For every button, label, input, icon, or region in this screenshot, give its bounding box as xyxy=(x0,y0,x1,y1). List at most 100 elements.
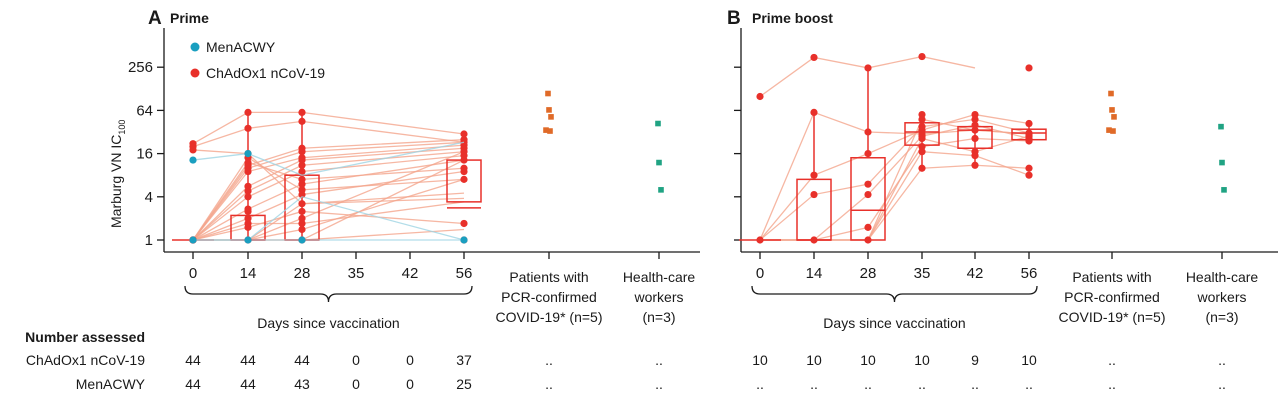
panel-a-number-assessed-cell: 25 xyxy=(456,376,472,392)
panel-b-number-assessed-cell: .. xyxy=(918,376,926,392)
panel-b-number-assessed-cell: 10 xyxy=(806,352,822,368)
panel-a-x-category-label: 28 xyxy=(294,265,311,282)
panel-a-chadox-point xyxy=(298,207,306,216)
panel-a-chadox-trajectory xyxy=(192,159,465,241)
panel-a-hcw-point xyxy=(655,120,661,127)
panel-b-covid-patient-point xyxy=(1109,107,1115,113)
panel-a-chadox-point xyxy=(244,193,252,201)
panel-a-number-assessed-cell: 0 xyxy=(352,376,360,392)
panel-a-x-category-label: 56 xyxy=(456,265,473,282)
legend-menacwy-marker xyxy=(190,42,200,52)
panel-a-x-category-label: workers xyxy=(633,289,683,305)
panel-b-x-category-label: 14 xyxy=(806,265,823,282)
panel-b-covid-patient-point xyxy=(1106,127,1112,133)
panel-a-x-category-label: (n=3) xyxy=(642,309,675,325)
y-axis-label-main: Marburg VN IC xyxy=(108,135,124,228)
panel-b-chadox-point xyxy=(810,171,818,179)
panel-a-chadox-point xyxy=(298,214,306,222)
panel-a-chadox-point xyxy=(460,130,468,138)
panel-b-x-category-label: Patients with xyxy=(1072,269,1151,285)
panel-b-number-assessed-cell: 10 xyxy=(1021,352,1037,368)
panel-b-chadox-trajectory xyxy=(760,164,1030,241)
panel-b-covid-patient-point xyxy=(1108,90,1114,97)
panel-a-chadox-trajectory xyxy=(192,210,465,241)
panel-a-chadox-point xyxy=(244,182,252,190)
panel-a-number-assessed-cell: 43 xyxy=(294,376,310,392)
panel-a-menacwy-point xyxy=(244,150,252,158)
panel-a-y-tick-label: 16 xyxy=(136,146,153,163)
y-axis-label: Marburg VN IC100 xyxy=(108,120,127,228)
panel-a-chadox-point xyxy=(244,124,252,132)
panel-b-title: Prime boost xyxy=(752,10,833,26)
panel-a-number-assessed-cell: 37 xyxy=(456,352,472,368)
panel-a-y-tick-label: 1 xyxy=(145,232,153,249)
panel-b-number-assessed-cell: .. xyxy=(756,376,764,392)
panel-a-number-assessed-cell: 44 xyxy=(240,376,256,392)
panel-b-x-category-label: 28 xyxy=(860,265,877,282)
panel-b-number-assessed-cell: .. xyxy=(810,376,818,392)
panel-b-x-category-label: 42 xyxy=(967,265,984,282)
panel-a-chadox-trajectory xyxy=(192,201,465,241)
panel-a-chadox-point xyxy=(460,175,468,183)
panel-a-number-assessed-cell: .. xyxy=(545,352,553,368)
panel-b-chadox-point xyxy=(971,161,979,169)
panel-b-chadox-trajectory xyxy=(759,118,1030,241)
panel-b-number-assessed-cell: .. xyxy=(1218,352,1226,368)
panel-b-covid-patient-point xyxy=(1111,114,1117,120)
panel-a-menacwy-point xyxy=(189,156,197,164)
panel-b-number-assessed-cell: .. xyxy=(1108,352,1116,368)
panel-b-chadox-point xyxy=(971,148,979,156)
panel-a-menacwy-trajectory xyxy=(193,196,465,241)
panel-a-chadox-trajectory xyxy=(192,154,465,241)
panel-b-number-assessed-cell: .. xyxy=(1025,376,1033,392)
panel-b-hcw-point xyxy=(1218,123,1224,130)
panel-b-number-assessed-cell: 10 xyxy=(860,352,876,368)
panel-a-days-brace xyxy=(184,285,473,303)
panel-a-chadox-point xyxy=(460,219,468,228)
panel-b-chadox-point xyxy=(971,121,979,129)
panel-a-number-assessed-cell: 44 xyxy=(294,352,310,368)
panel-b-chadox-point xyxy=(756,236,764,244)
panel-b-x-category-label: Health-care xyxy=(1186,269,1259,285)
panel-b-chadox-point xyxy=(918,164,926,172)
panel-a-menacwy-point xyxy=(460,236,468,244)
panel-a-x-category-label: 0 xyxy=(189,265,197,282)
panel-b-number-assessed-cell: .. xyxy=(1218,376,1226,392)
panel-a-x-category-label: 14 xyxy=(240,265,257,282)
panel-a-covid-patient-point xyxy=(543,127,549,133)
panel-a-chadox-point xyxy=(244,214,252,222)
legend-menacwy-label: MenACWY xyxy=(206,39,276,55)
panel-a-chadox-point xyxy=(298,108,306,117)
panel-a-chadox-point xyxy=(244,108,252,117)
panel-a-x-category-label: Patients with xyxy=(509,269,588,285)
panel-a-hcw-point xyxy=(656,159,662,166)
panel-a-covid-patient-point xyxy=(548,114,554,120)
panel-a-number-assessed-cell: .. xyxy=(545,376,553,392)
panel-a-chadox-point xyxy=(298,161,306,169)
panel-b-chadox-point xyxy=(864,236,872,244)
panel-a-chadox-point xyxy=(460,136,468,144)
panel-a-chadox-point xyxy=(298,175,306,183)
panel-a-number-assessed-cell: 44 xyxy=(185,376,201,392)
panel-a-covid-patient-point xyxy=(547,128,553,134)
panel-a-menacwy-trajectory xyxy=(192,141,465,176)
panel-a-number-assessed-cell: 44 xyxy=(240,352,256,368)
panel-a-covid-patient-point xyxy=(545,90,551,97)
panel-b-chadox-point xyxy=(864,223,872,231)
panel-a-chadox-point xyxy=(298,200,306,208)
panel-b-x-category-label: 56 xyxy=(1021,265,1038,282)
panel-a-chadox-point xyxy=(298,186,306,194)
panel-b-chadox-point xyxy=(971,134,979,143)
panel-b-chadox-point xyxy=(1025,129,1033,137)
number-assessed-heading: Number assessed xyxy=(25,329,145,345)
panel-a-chadox-trajectory xyxy=(192,161,465,241)
panel-a-number-assessed-cell: 0 xyxy=(352,352,360,368)
panel-b-chadox-point xyxy=(756,92,764,101)
panel-b-number-assessed-cell: 9 xyxy=(971,352,979,368)
table-row-label-menacwy: MenACWY xyxy=(76,376,146,392)
panel-b-x-category-label: 0 xyxy=(756,265,764,282)
panel-a-menacwy-point xyxy=(298,236,306,244)
panel-b-chadox-point xyxy=(971,110,979,119)
panel-a-x-axis-label: Days since vaccination xyxy=(257,315,399,331)
